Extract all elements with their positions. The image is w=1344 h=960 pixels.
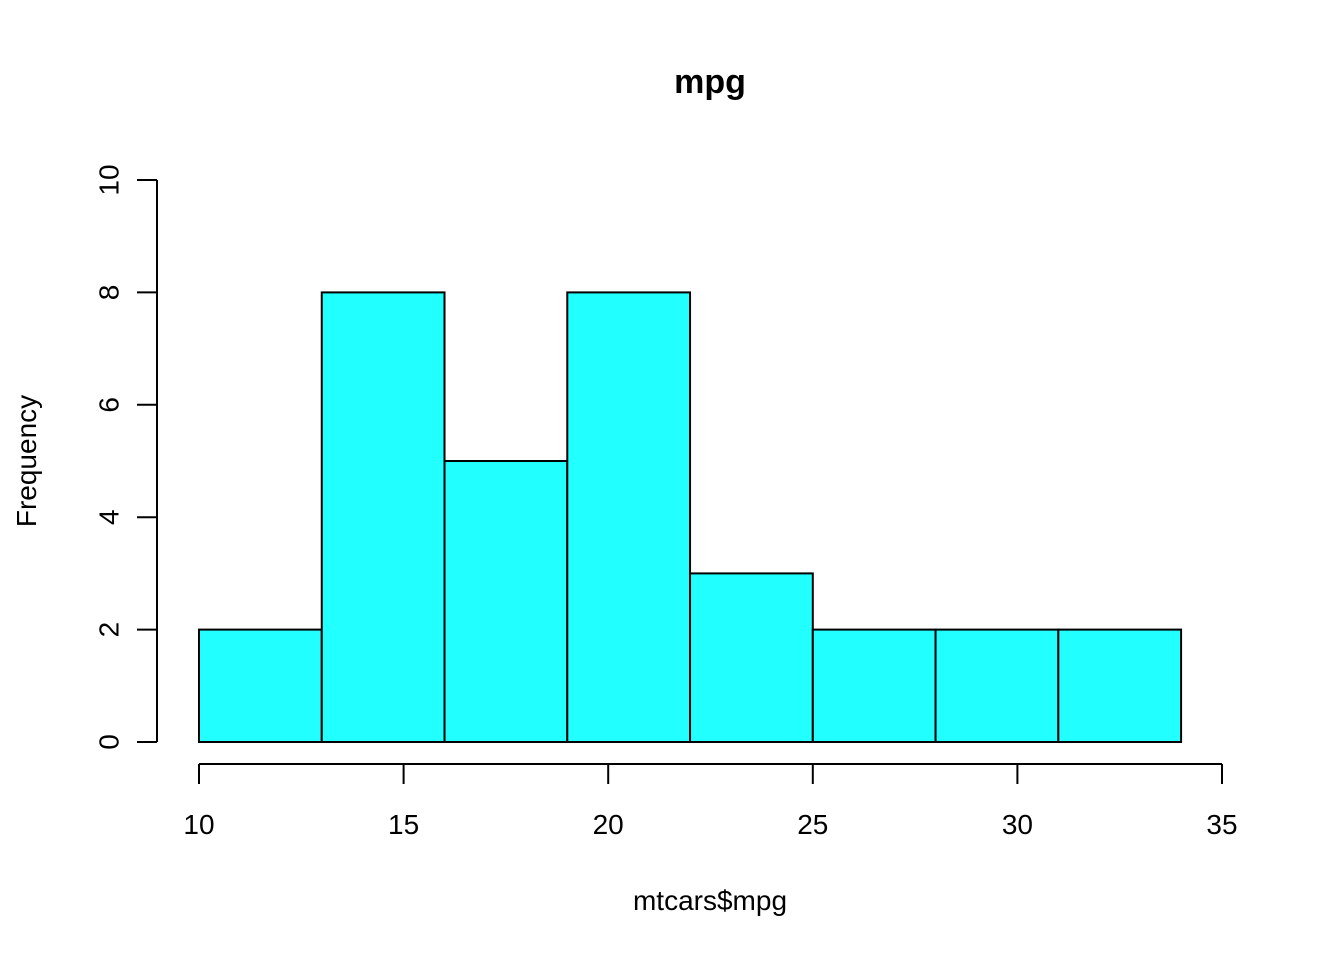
x-axis: 10 15 20 25 30 35 [183,763,1238,840]
histogram-bar-2 [320,291,446,743]
x-axis-label: mtcars$mpg [633,885,787,916]
histogram-bar-1 [198,628,323,743]
histogram-bar-6 [811,628,937,743]
y-axis-label: Frequency [11,395,42,527]
histogram-bar-8 [1057,628,1183,743]
x-tick-label: 10 [183,809,214,840]
histogram-bar-4 [566,291,692,743]
x-tick-label: 35 [1206,809,1237,840]
y-tick-label: 2 [94,622,125,638]
y-tick-label: 0 [94,734,125,750]
histogram-bar-3 [443,460,569,743]
x-tick-label: 30 [1002,809,1033,840]
x-tick-label: 15 [388,809,419,840]
y-axis: 0 2 4 6 8 10 [94,164,158,750]
y-tick-label: 10 [94,164,125,195]
chart-title: mpg [674,63,746,101]
y-tick-label: 8 [94,285,125,301]
x-tick-label: 20 [593,809,624,840]
bars-group [198,291,1183,744]
y-tick-label: 6 [94,397,125,413]
histogram-bar-7 [934,628,1060,743]
y-tick-label: 4 [94,509,125,525]
histogram-bar-5 [689,572,814,744]
x-tick-label: 25 [797,809,828,840]
